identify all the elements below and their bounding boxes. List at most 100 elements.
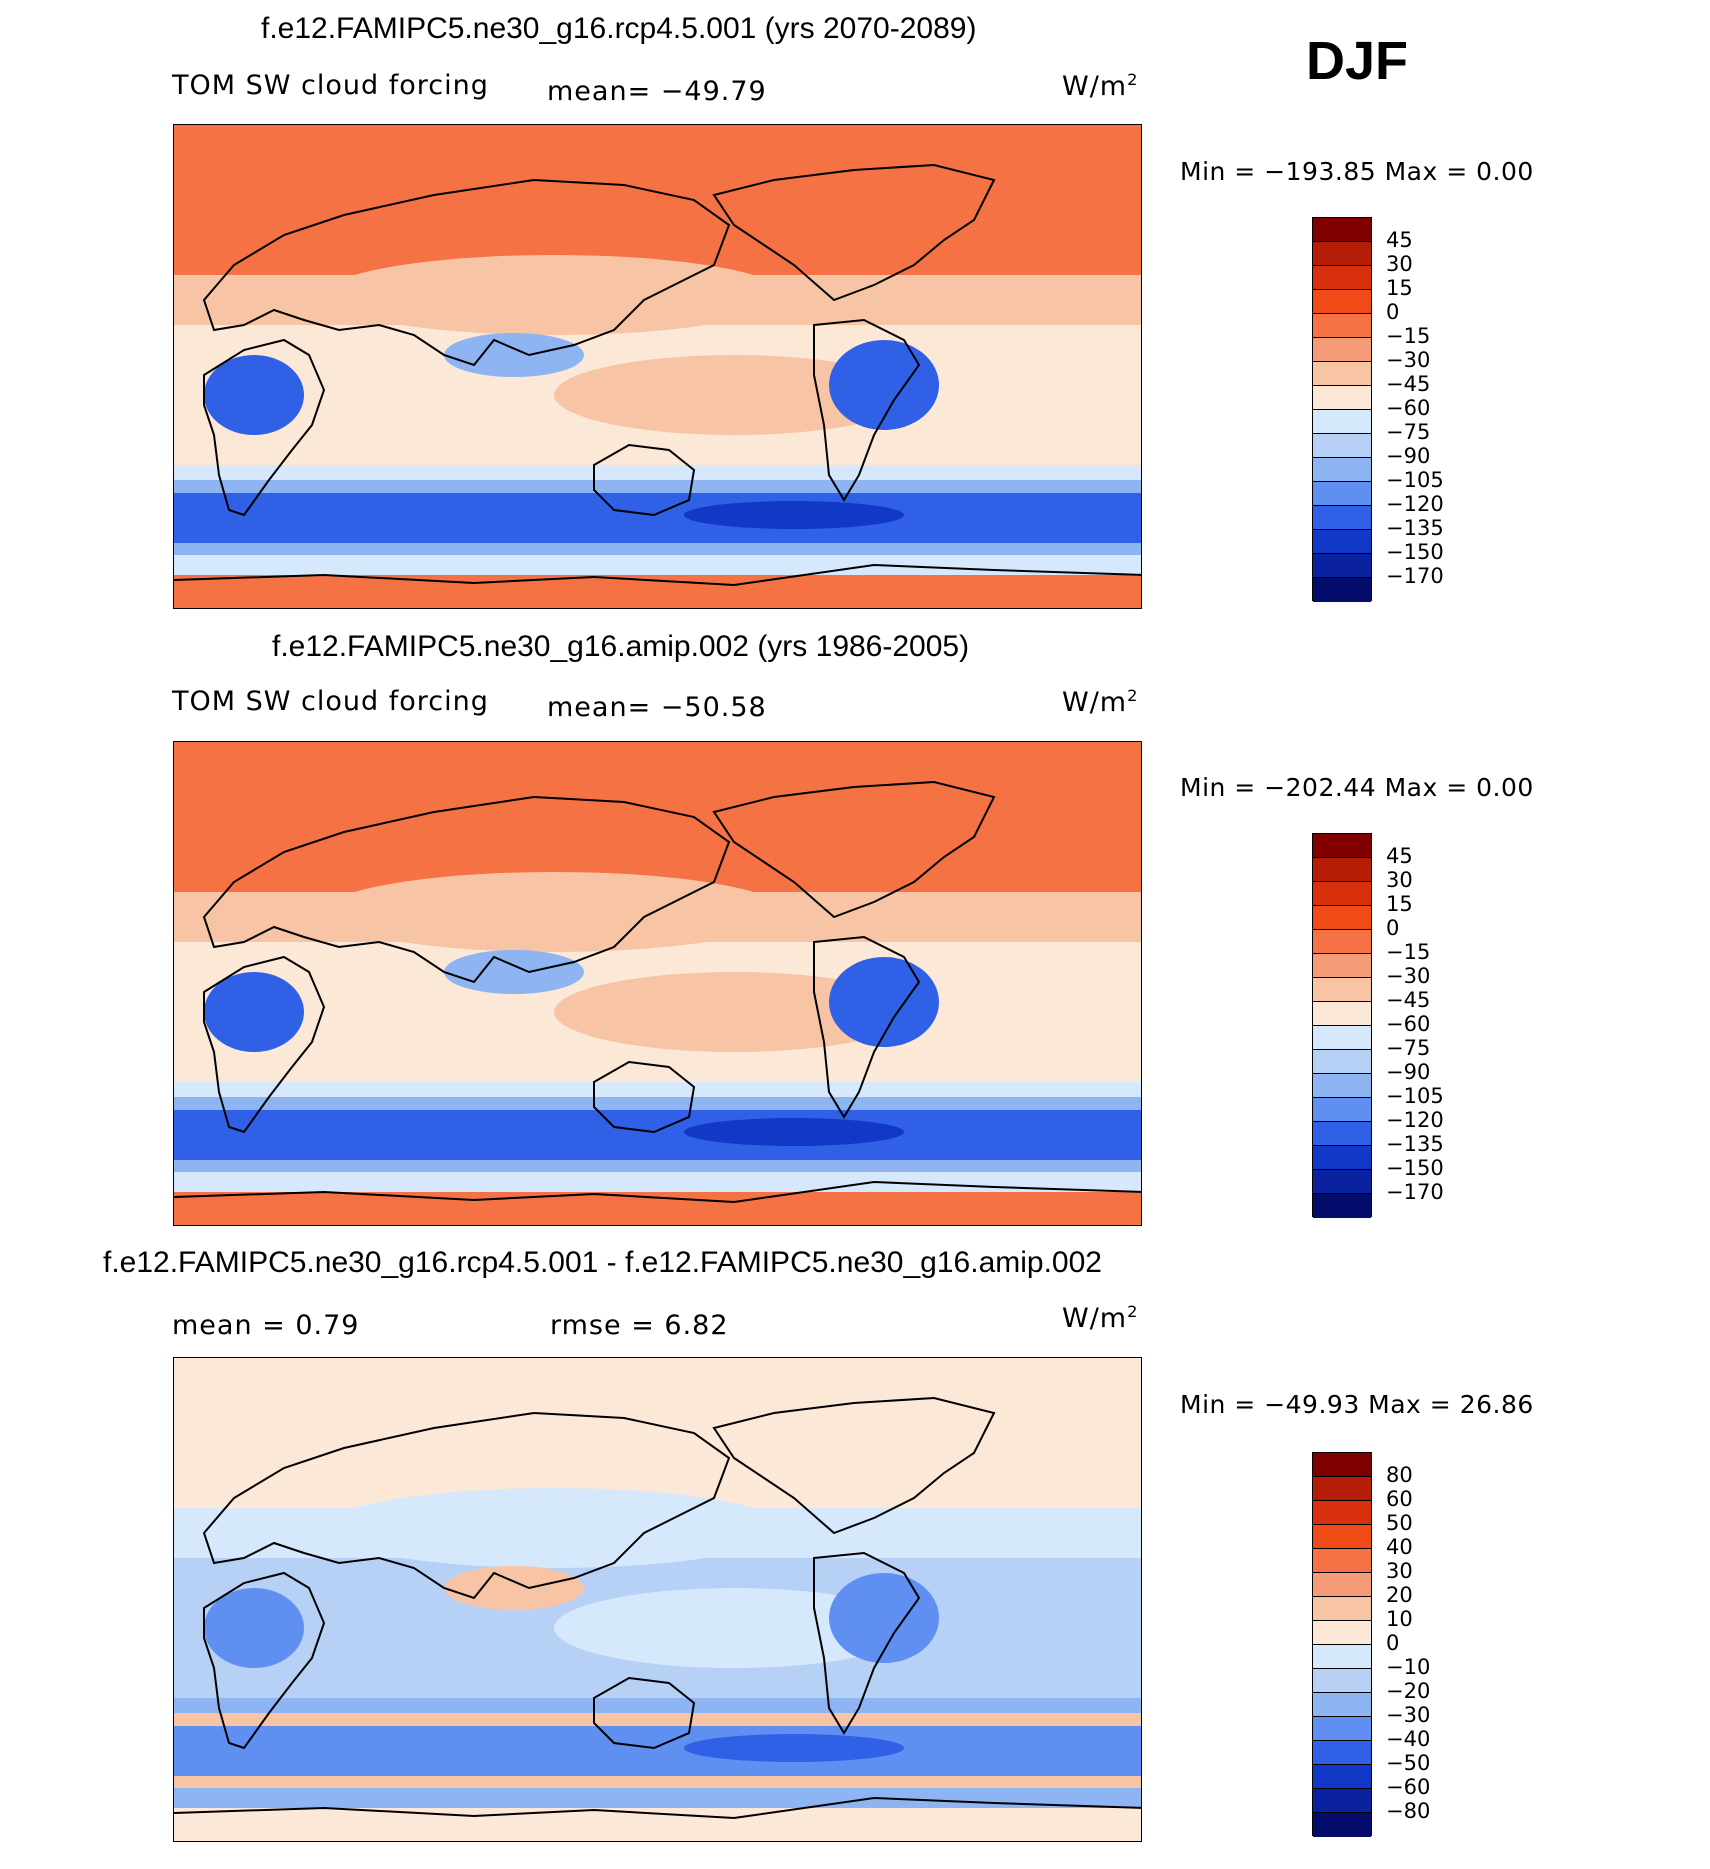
coastline xyxy=(203,1571,326,1750)
colorbar-tick-label: −150 xyxy=(1386,1156,1444,1180)
panel-2-mean-label: mean= −50.58 xyxy=(547,692,767,723)
colorbar-segment xyxy=(1313,1050,1371,1074)
map-field-region xyxy=(444,333,584,377)
panel-3-map xyxy=(173,1357,1142,1842)
map-field-region xyxy=(324,1488,784,1568)
colorbar-segment xyxy=(1313,218,1371,242)
colorbar-tick-label: −105 xyxy=(1386,468,1444,492)
colorbar-tick-label: −20 xyxy=(1386,1679,1431,1703)
colorbar-segment xyxy=(1313,954,1371,978)
colorbar-segment xyxy=(1313,1549,1371,1573)
colorbar-segment xyxy=(1313,1765,1371,1789)
coastline xyxy=(202,1411,731,1600)
colorbar-segment xyxy=(1313,482,1371,506)
map-field-region xyxy=(204,1588,304,1668)
colorbar-tick-label: 45 xyxy=(1386,228,1413,252)
colorbar-segment xyxy=(1313,1597,1371,1621)
colorbar-tick-label: 15 xyxy=(1386,276,1413,300)
map-field-region xyxy=(829,340,939,430)
colorbar-tick-label: 45 xyxy=(1386,844,1413,868)
colorbar-tick-label: −45 xyxy=(1386,372,1431,396)
colorbar-segment xyxy=(1313,1621,1371,1645)
map-field-region xyxy=(444,950,584,994)
map-field-region xyxy=(684,1734,904,1762)
colorbar-segment xyxy=(1313,1693,1371,1717)
colorbar-tick-label: 40 xyxy=(1386,1535,1413,1559)
colorbar-segment xyxy=(1313,1453,1371,1477)
colorbar-segment xyxy=(1313,434,1371,458)
colorbar-segment xyxy=(1313,290,1371,314)
coastline xyxy=(202,178,731,367)
colorbar-segment xyxy=(1313,1717,1371,1741)
coastline xyxy=(593,1676,696,1750)
colorbar-segment xyxy=(1313,906,1371,930)
colorbar-segment xyxy=(1313,930,1371,954)
colorbar-tick-label: −30 xyxy=(1386,348,1431,372)
colorbar-segment xyxy=(1313,1194,1371,1218)
colorbar-tick-label: 50 xyxy=(1386,1511,1413,1535)
map-field-region xyxy=(554,1588,914,1668)
colorbar-segment xyxy=(1313,1645,1371,1669)
panel-2-units: W/m2 xyxy=(1062,686,1139,718)
colorbar-segment xyxy=(1313,1813,1371,1837)
map-field-region xyxy=(829,1573,939,1663)
coastline xyxy=(202,795,731,984)
colorbar-tick-label: −60 xyxy=(1386,1775,1431,1799)
map-field-region xyxy=(554,972,914,1052)
map-field-region xyxy=(829,957,939,1047)
map-field-region xyxy=(554,355,914,435)
colorbar-tick-label: 60 xyxy=(1386,1487,1413,1511)
panel-3-mean-label: mean = 0.79 xyxy=(172,1310,360,1341)
colorbar-segment xyxy=(1313,1098,1371,1122)
panel-2-title: f.e12.FAMIPC5.ne30_g16.amip.002 (yrs 198… xyxy=(272,630,970,663)
panel-1-title: f.e12.FAMIPC5.ne30_g16.rcp4.5.001 (yrs 2… xyxy=(261,12,977,45)
colorbar-tick-label: −120 xyxy=(1386,492,1444,516)
colorbar-tick-label: −135 xyxy=(1386,1132,1444,1156)
panel-1-map xyxy=(173,124,1142,609)
colorbar-tick-label: −15 xyxy=(1386,324,1431,348)
coastline xyxy=(813,1551,921,1735)
map-field-band xyxy=(174,1726,1141,1776)
colorbar-segment xyxy=(1313,506,1371,530)
panel-1-minmax: Min = −193.85 Max = 0.00 xyxy=(1180,157,1534,186)
panel-3-minmax: Min = −49.93 Max = 26.86 xyxy=(1180,1390,1534,1419)
colorbar-tick-label: 80 xyxy=(1386,1463,1413,1487)
colorbar-tick-label: −75 xyxy=(1386,420,1431,444)
coastline xyxy=(712,780,996,919)
colorbar-segment xyxy=(1313,242,1371,266)
panel-3-title: f.e12.FAMIPC5.ne30_g16.rcp4.5.001 - f.e1… xyxy=(103,1246,1102,1279)
colorbar-tick-label: 20 xyxy=(1386,1583,1413,1607)
colorbar-segment xyxy=(1313,882,1371,906)
coastline xyxy=(593,1060,696,1134)
colorbar-tick-label: −170 xyxy=(1386,564,1444,588)
coastline xyxy=(593,443,696,517)
map-field-region xyxy=(204,972,304,1052)
colorbar-segment xyxy=(1313,338,1371,362)
colorbar-segment xyxy=(1313,314,1371,338)
colorbar-segment xyxy=(1313,1477,1371,1501)
map-field-band xyxy=(174,493,1141,543)
panel-3-units: W/m2 xyxy=(1062,1302,1139,1334)
panel-1-colorbar xyxy=(1312,217,1372,602)
map-field-band xyxy=(174,1110,1141,1160)
map-field-region xyxy=(684,1118,904,1146)
colorbar-segment xyxy=(1313,978,1371,1002)
coastline xyxy=(174,1180,1141,1204)
colorbar-tick-label: 15 xyxy=(1386,892,1413,916)
colorbar-tick-label: −80 xyxy=(1386,1799,1431,1823)
coastline xyxy=(203,955,326,1134)
colorbar-tick-label: −60 xyxy=(1386,1012,1431,1036)
colorbar-segment xyxy=(1313,1525,1371,1549)
colorbar-tick-label: −105 xyxy=(1386,1084,1444,1108)
colorbar-tick-label: −10 xyxy=(1386,1655,1431,1679)
coastline xyxy=(813,318,921,502)
colorbar-segment xyxy=(1313,1122,1371,1146)
panel-1-mean-label: mean= −49.79 xyxy=(547,76,767,107)
map-field-region xyxy=(444,1566,584,1610)
coastline xyxy=(712,163,996,302)
colorbar-tick-label: −170 xyxy=(1386,1180,1444,1204)
panel-1-units: W/m2 xyxy=(1062,70,1139,102)
map-field-region xyxy=(324,872,784,952)
colorbar-segment xyxy=(1313,362,1371,386)
colorbar-tick-label: 10 xyxy=(1386,1607,1413,1631)
